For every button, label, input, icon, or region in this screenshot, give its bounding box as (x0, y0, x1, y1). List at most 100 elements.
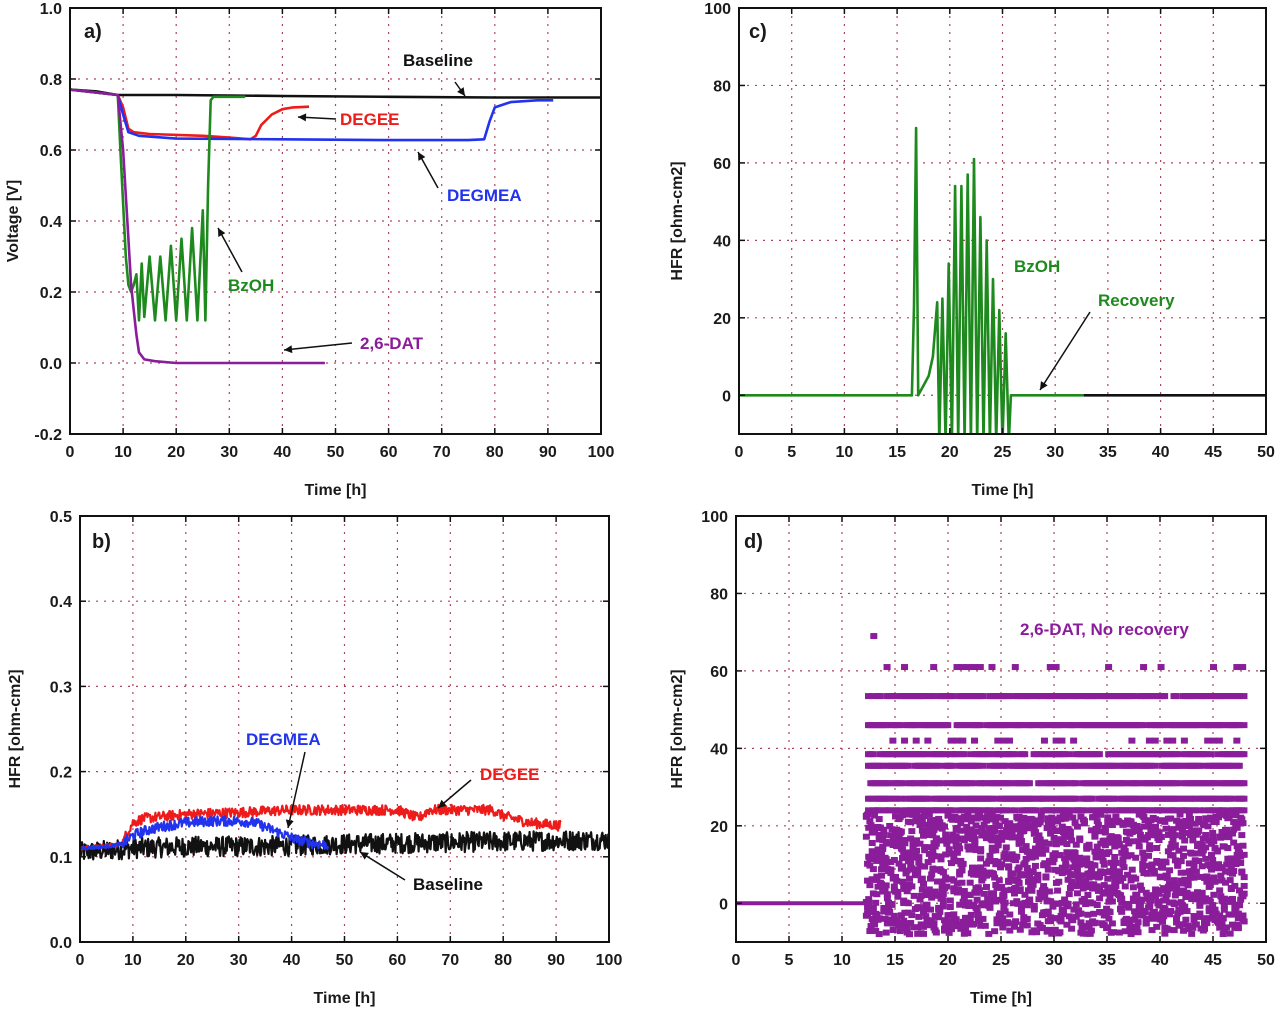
scatter-point (1128, 866, 1136, 873)
scatter-point (1100, 837, 1108, 844)
scatter-point (1176, 908, 1184, 915)
scatter-point (1183, 908, 1191, 915)
scatter-point (866, 818, 874, 825)
scatter-point (970, 832, 978, 839)
y-tick-label: 60 (713, 156, 731, 173)
scatter-point (1170, 877, 1178, 884)
scatter-point (1107, 807, 1115, 814)
scatter-point (1007, 780, 1015, 787)
scatter-point (1047, 914, 1055, 921)
plot-frame (79, 515, 610, 943)
scatter-point (1161, 906, 1169, 913)
scatter-point (1105, 884, 1113, 891)
y-tick-label: 100 (704, 1, 731, 18)
x-tick-label: 70 (441, 952, 459, 969)
scatter-point (1220, 906, 1228, 913)
plot-frame (738, 7, 1267, 435)
scatter-point (955, 722, 963, 729)
scatter-point (921, 847, 929, 854)
scatter-point (989, 871, 997, 878)
scatter-point (1064, 900, 1072, 907)
scatter-point (1058, 870, 1066, 877)
scatter-point (1175, 847, 1183, 854)
scatter-point (922, 905, 930, 912)
scatter-point (1037, 816, 1045, 823)
scatter-point (1034, 877, 1042, 884)
scatter-point (1181, 903, 1189, 910)
y-tick-label: 0.0 (40, 356, 62, 373)
scatter-point (980, 821, 988, 828)
annotation-arrow (283, 342, 353, 351)
scatter-point (869, 824, 877, 831)
scatter-point (1011, 664, 1019, 671)
scatter-point (869, 751, 877, 758)
scatter-point (1240, 693, 1248, 700)
scatter-point (1213, 847, 1221, 854)
scatter-point (925, 850, 933, 857)
scatter-point (901, 664, 909, 671)
scatter-point (892, 873, 900, 880)
scatter-point (1013, 826, 1021, 833)
scatter-point (907, 819, 915, 826)
annotation-label: Baseline (413, 875, 483, 894)
scatter-point (1012, 884, 1020, 891)
scatter-point (910, 892, 918, 899)
scatter-point (1023, 902, 1031, 909)
series-line-bzoh (739, 126, 1084, 434)
scatter-point (965, 664, 973, 671)
scatter-point (1163, 874, 1171, 881)
scatter-point (1162, 859, 1170, 866)
x-tick-label: 10 (124, 952, 142, 969)
x-tick-label: 50 (1257, 952, 1275, 969)
scatter-point (1214, 795, 1222, 802)
scatter-point (1077, 910, 1085, 917)
scatter-point (1204, 823, 1212, 830)
scatter-point (1117, 892, 1125, 899)
scatter-point (1187, 832, 1195, 839)
scatter-point (941, 751, 949, 758)
scatter-point (879, 845, 887, 852)
scatter-point (1112, 859, 1120, 866)
scatter-point (925, 780, 933, 787)
scatter-point (1035, 832, 1043, 839)
scatter-point (1004, 722, 1012, 729)
y-tick-label: 80 (713, 78, 731, 95)
scatter-point (953, 664, 961, 671)
scatter-point (1007, 807, 1015, 814)
scatter-point (1068, 879, 1076, 886)
scatter-point (1069, 814, 1077, 821)
scatter-point (1052, 737, 1060, 744)
scatter-point (1128, 737, 1136, 744)
scatter-point (901, 840, 909, 847)
x-tick-label: 30 (1045, 952, 1063, 969)
scatter-point (1181, 876, 1189, 883)
scatter-point (1145, 832, 1153, 839)
scatter-point (1063, 780, 1071, 787)
y-tick-label: 0.4 (40, 214, 62, 231)
scatter-point (1169, 826, 1177, 833)
scatter-point (1065, 811, 1073, 818)
scatter-point (916, 822, 924, 829)
scatter-point (1042, 751, 1050, 758)
scatter-point (1132, 875, 1140, 882)
scatter-point (923, 807, 931, 814)
scatter-point (1079, 885, 1087, 892)
annotation-label: DEGMEA (447, 186, 522, 205)
scatter-point (945, 846, 953, 853)
scatter-point (1226, 930, 1234, 937)
scatter-point (1012, 918, 1020, 925)
x-tick-label: 5 (785, 952, 794, 969)
scatter-point (1232, 812, 1240, 819)
scatter-point (935, 904, 943, 911)
scatter-point (1139, 866, 1147, 873)
scatter-point (1194, 890, 1202, 897)
scatter-point (1083, 855, 1091, 862)
scatter-point (1177, 762, 1185, 769)
scatter-point (865, 807, 872, 814)
scatter-point (1062, 815, 1070, 822)
scatter-point (1164, 926, 1172, 933)
scatter-point (1044, 866, 1052, 873)
scatter-point (934, 762, 942, 769)
scatter-point (1045, 888, 1053, 895)
scatter-point (865, 905, 873, 912)
